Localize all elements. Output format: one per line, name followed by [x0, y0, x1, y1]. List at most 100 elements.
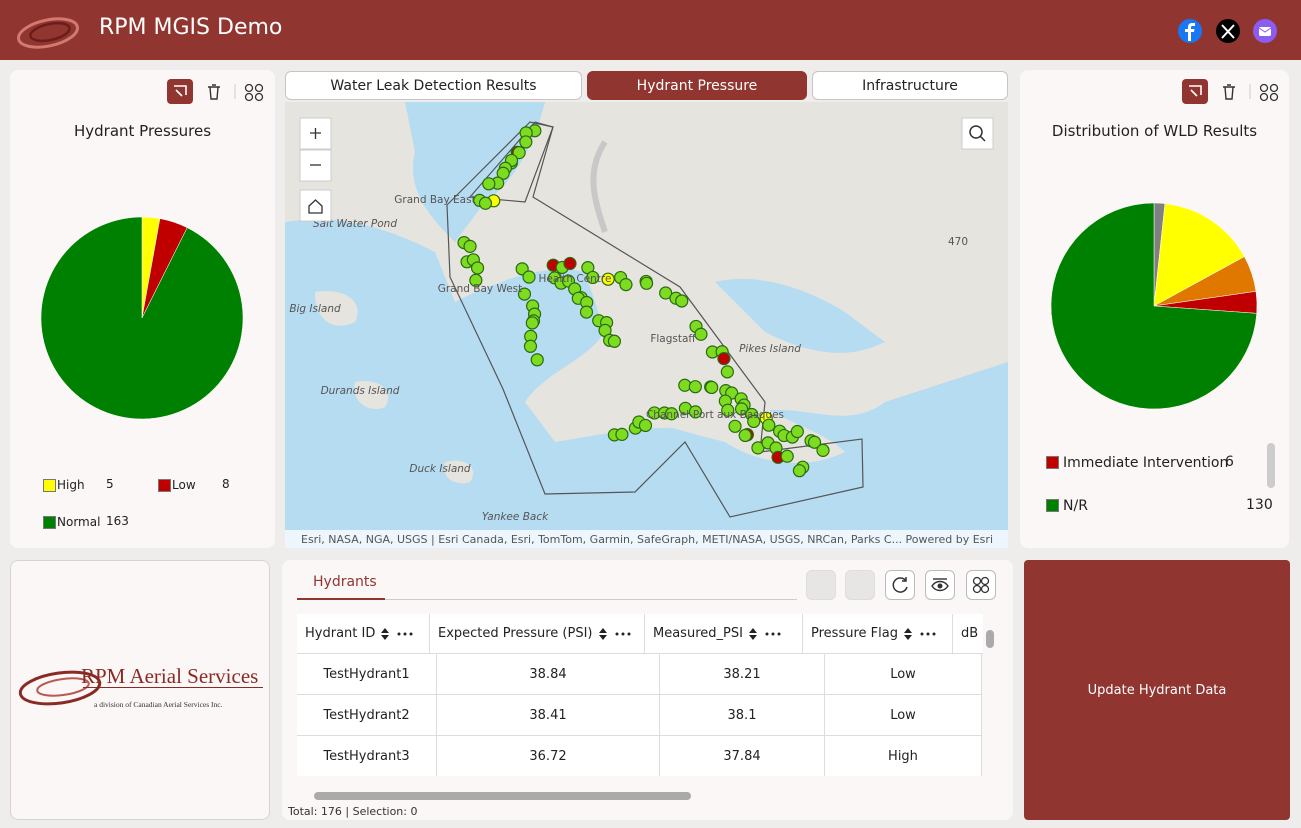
hydrant-marker[interactable] [563, 256, 577, 271]
hydrant-marker[interactable] [579, 305, 594, 319]
panel-tools[interactable] [167, 79, 277, 105]
column-title: Expected Pressure (PSI) [438, 626, 593, 641]
hydrant-marker[interactable] [619, 278, 633, 292]
column-menu[interactable] [381, 627, 419, 641]
hydrant-marker[interactable] [639, 276, 654, 290]
hydrant-marker[interactable] [688, 405, 703, 419]
legend-swatch [1046, 456, 1059, 469]
hydrant-marker[interactable] [762, 418, 776, 432]
column-menu[interactable] [598, 627, 637, 641]
hydrant-marker[interactable] [523, 339, 538, 353]
table-cell [982, 736, 983, 776]
hydrant-marker[interactable] [807, 435, 822, 449]
legend: High 5 Low 8 Normal 163 [10, 70, 275, 548]
refresh-button[interactable] [885, 570, 915, 600]
column-title: Measured_PSI [653, 626, 743, 641]
hydrant-marker[interactable] [694, 327, 708, 341]
hydrant-marker[interactable] [659, 286, 673, 300]
table-cell: 38.41 [437, 695, 660, 736]
column-menu[interactable] [748, 627, 787, 641]
map[interactable]: Grand Bay East Salt Water Pond Grand Bay W… [285, 102, 1008, 548]
column-header[interactable]: Expected Pressure (PSI) [430, 614, 645, 654]
scrollbar[interactable] [1267, 443, 1275, 488]
horizontal-scrollbar[interactable] [314, 792, 691, 800]
hydrant-marker[interactable] [717, 352, 731, 366]
hydrant-marker[interactable] [688, 380, 702, 394]
column-header[interactable]: dB [953, 614, 983, 654]
hydrant-marker[interactable] [615, 427, 629, 441]
map-label: Big Island [289, 303, 341, 315]
hydrant-marker[interactable] [664, 407, 679, 421]
app-title: RPM MGIS Demo [99, 15, 283, 40]
social-icons[interactable] [1176, 18, 1280, 46]
tab[interactable]: Water Leak Detection Results [285, 71, 582, 100]
legend-swatch [43, 516, 56, 529]
column-header[interactable]: Hydrant ID [297, 614, 430, 654]
hydrant-marker[interactable] [638, 418, 653, 433]
hydrant-marker[interactable] [747, 414, 761, 429]
hydrant-marker[interactable] [792, 464, 807, 478]
table-cell: TestHydrant3 [297, 736, 437, 776]
table-cell: TestHydrant1 [297, 654, 437, 695]
table-tab[interactable]: Hydrants [313, 574, 377, 590]
table-cell: Low [825, 654, 982, 695]
hydrant-marker[interactable] [512, 146, 526, 160]
hydrant-marker[interactable] [463, 239, 477, 253]
vertical-scrollbar[interactable] [986, 630, 994, 648]
panel-tools[interactable] [1182, 79, 1292, 105]
hydrant-marker[interactable] [607, 334, 622, 348]
update-button[interactable]: Update Hydrant Data [1024, 560, 1290, 820]
map-label: Channel-Port aux Basques [646, 409, 784, 421]
hydrant-marker[interactable] [482, 177, 496, 191]
hydrant-marker[interactable] [816, 443, 830, 457]
hydrant-marker[interactable] [780, 449, 794, 463]
column-header[interactable]: Pressure Flag [803, 614, 953, 654]
hydrant-marker[interactable] [586, 270, 600, 285]
legend-value: 163 [106, 514, 129, 528]
column-menu[interactable] [903, 627, 942, 641]
hydrant-marker[interactable] [738, 428, 752, 443]
table-cell: 37.84 [660, 736, 825, 776]
column-header[interactable]: Measured_PSI [645, 614, 803, 654]
hydrant-marker[interactable] [517, 287, 532, 301]
hydrant-marker[interactable] [470, 261, 485, 275]
hydrant-marker[interactable] [675, 294, 689, 308]
clear-selection-button[interactable] [845, 570, 875, 600]
hydrant-marker[interactable] [525, 316, 539, 330]
hydrant-markers [457, 124, 830, 478]
table-cell: 38.84 [437, 654, 660, 695]
hydrant-marker[interactable] [522, 270, 536, 284]
hydrant-marker[interactable] [728, 419, 742, 433]
hydrant-marker[interactable] [721, 403, 735, 417]
hydrant-marker[interactable] [496, 166, 510, 180]
column-title: dB [961, 626, 979, 641]
hydrant-marker[interactable] [519, 135, 533, 149]
hydrant-marker[interactable] [530, 353, 544, 367]
pie-slice [40, 216, 244, 420]
hydrant-marker[interactable] [705, 380, 719, 395]
chart-title: Hydrant Pressures [73, 122, 212, 140]
visibility-button[interactable] [925, 570, 955, 600]
map-label: Duck Island [409, 463, 471, 475]
hydrant-marker[interactable] [734, 402, 749, 416]
options-button[interactable] [966, 570, 996, 600]
legend-value: 8 [222, 477, 230, 491]
select-all-button[interactable] [806, 570, 836, 600]
divider [83, 687, 263, 688]
tab[interactable]: Hydrant Pressure [587, 71, 807, 100]
map-label: Pikes Island [739, 343, 801, 355]
hydrant-marker[interactable] [720, 365, 734, 379]
legend-value: 130 [1246, 497, 1273, 513]
map-label: Grand Bay East [394, 194, 475, 206]
hydrant-marker[interactable] [478, 196, 493, 210]
column-title: Pressure Flag [811, 626, 898, 641]
legend-label: Low [172, 478, 196, 492]
table-cell: High [825, 736, 982, 776]
hydrant-marker[interactable] [790, 424, 804, 439]
tab[interactable]: Infrastructure [812, 71, 1008, 100]
map-label: 470 [948, 236, 968, 248]
hydrant-marker[interactable] [469, 273, 483, 287]
table-panel: Hydrants Hydrant ID Expected Pressure (PS… [282, 560, 1013, 820]
hydrant-marker[interactable] [601, 272, 615, 286]
